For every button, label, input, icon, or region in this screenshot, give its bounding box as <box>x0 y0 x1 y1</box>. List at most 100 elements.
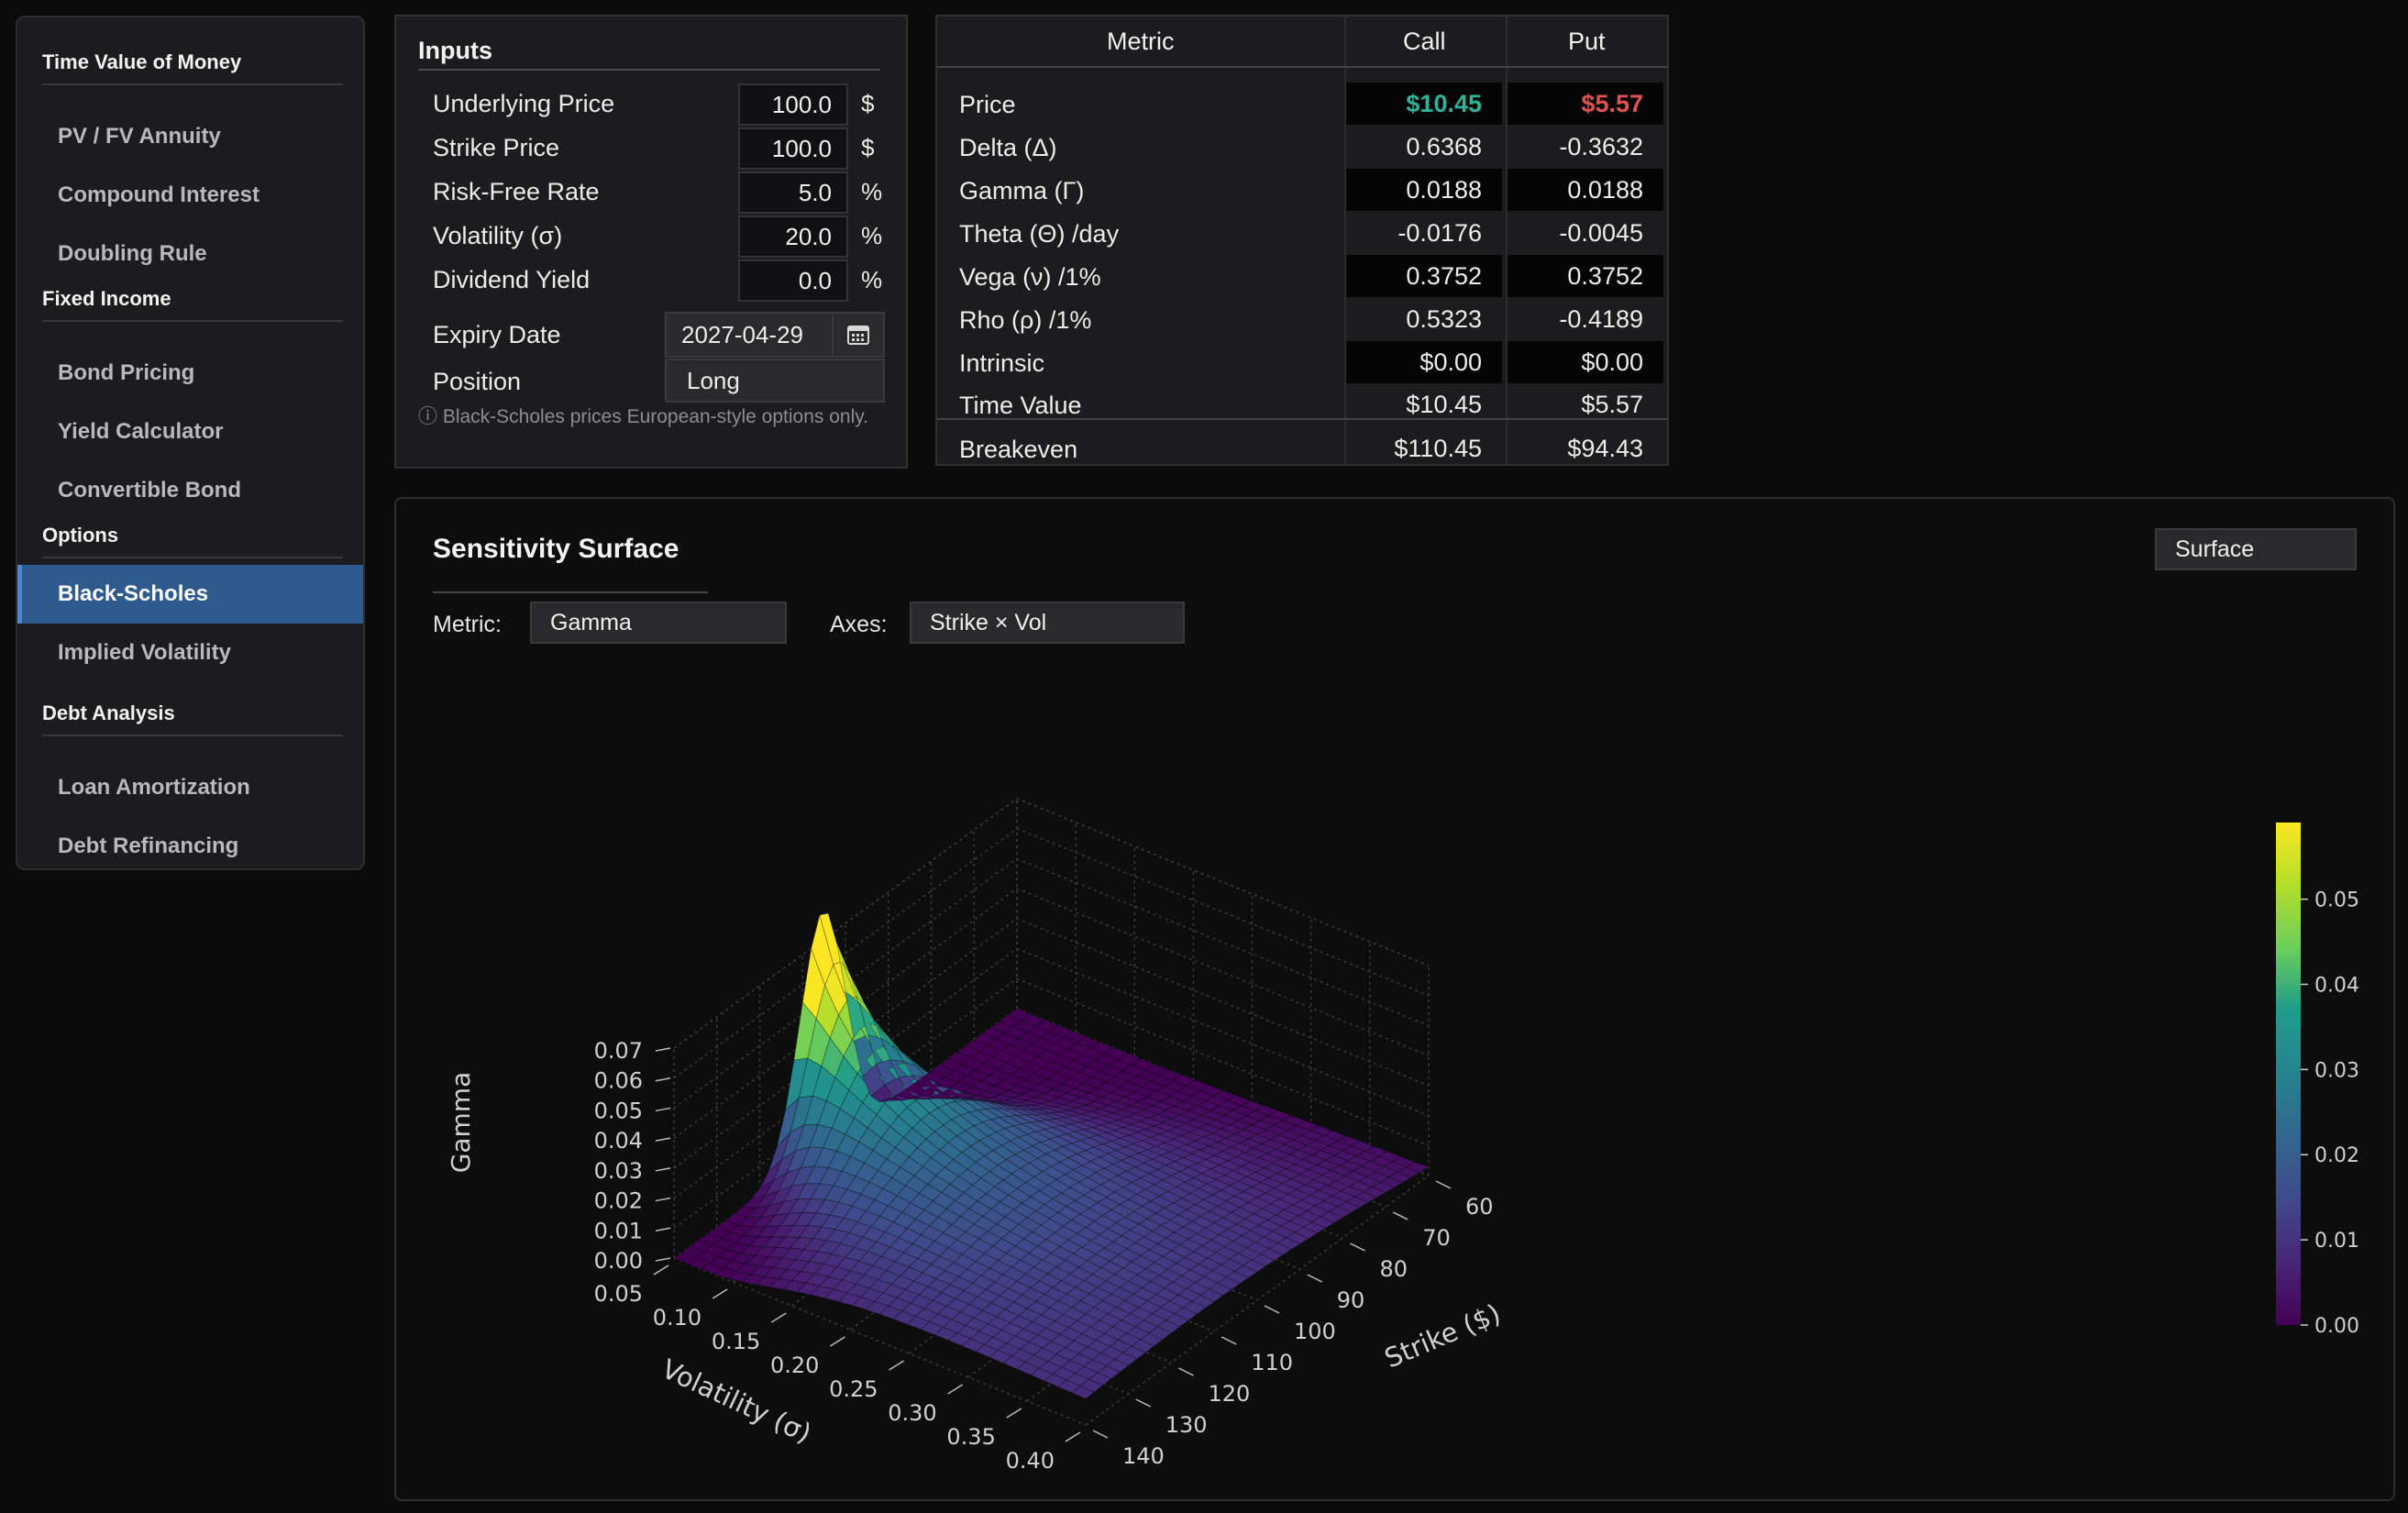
gamma-surface-chart: 0.00 0.01 0.02 0.03 0.04 0.05 0.06 0.07 0.05 0.10… <box>446 798 2359 1474</box>
surface-patch <box>1217 1276 1242 1290</box>
strike-tick <box>1264 1305 1280 1314</box>
position-label: Position <box>433 368 522 395</box>
vol-tick-label: 0.35 <box>946 1424 995 1450</box>
volatility-input[interactable]: 20.0 <box>738 215 848 258</box>
sidebar-item-implied-volatility[interactable]: Implied Volatility <box>58 640 231 665</box>
risk-free-rate-input[interactable]: 5.0 <box>738 171 848 214</box>
strike-tick-label: 140 <box>1122 1443 1165 1469</box>
colorbar <box>2276 823 2301 1325</box>
vol-tick <box>712 1288 728 1299</box>
strike-tick <box>1435 1180 1452 1189</box>
colorbar-tick-label: 0.05 <box>2314 889 2359 912</box>
strike-tick-label: 120 <box>1209 1381 1251 1407</box>
axes-select[interactable]: Strike × Vol <box>910 602 1185 644</box>
sidebar-item-doubling-rule[interactable]: Doubling Rule <box>58 241 207 266</box>
underlying-price-label: Underlying Price <box>433 90 615 117</box>
inputs-divider <box>418 69 880 71</box>
put-value: -0.3632 <box>1559 133 1643 160</box>
metric-label: Metric: <box>433 612 502 637</box>
calendar-icon[interactable] <box>832 314 883 356</box>
sidebar-item-yield-calculator[interactable]: Yield Calculator <box>58 419 224 444</box>
strike-tick <box>1092 1430 1109 1439</box>
z-tick-label: 0.02 <box>594 1188 643 1214</box>
surface-patch <box>1345 1196 1370 1209</box>
breakeven-divider <box>937 418 1667 420</box>
surface-patch <box>1174 1307 1198 1321</box>
underlying-price-input[interactable]: 100.0 <box>738 83 848 126</box>
call-value: $0.00 <box>1346 341 1502 383</box>
wall-grid-line <box>673 798 1430 1049</box>
put-value: -0.0045 <box>1559 219 1643 247</box>
metric-label: Price <box>959 91 1016 118</box>
vol-tick-label: 0.25 <box>829 1376 878 1402</box>
strike-tick-label: 70 <box>1422 1225 1451 1251</box>
colorbar-tick-label: 0.01 <box>2314 1230 2359 1253</box>
z-tick <box>655 1077 671 1082</box>
section-title-time-value: Time Value of Money <box>42 50 343 85</box>
wall-grid-line <box>673 888 1430 1139</box>
call-value: $10.45 <box>1346 83 1502 125</box>
inputs-panel: Inputs Underlying Price 100.0 $ Strike P… <box>394 15 908 469</box>
strike-tick <box>1350 1242 1365 1252</box>
metric-label: Gamma (Γ) <box>959 177 1085 204</box>
colorbar-tick-label: 0.03 <box>2314 1059 2359 1082</box>
surface-patch <box>1114 1352 1138 1366</box>
strike-tick-label: 90 <box>1337 1287 1365 1313</box>
vol-tick-label: 0.05 <box>594 1281 643 1307</box>
z-tick <box>655 1137 671 1142</box>
z-tick-label: 0.01 <box>594 1218 643 1243</box>
put-column-header: Put <box>1568 28 1606 55</box>
metric-label: Vega (ν) /1% <box>959 263 1101 291</box>
metric-label: Time Value <box>959 392 1082 419</box>
sidebar-item-black-scholes[interactable]: Black-Scholes <box>17 565 363 624</box>
surface-patch <box>1405 1161 1430 1173</box>
view-mode-select[interactable]: Surface <box>2155 528 2357 570</box>
european-options-note: ⓘ Black-Scholes prices European-style op… <box>418 406 869 427</box>
sidebar-item-convertible-bond[interactable]: Convertible Bond <box>58 478 242 502</box>
dividend-yield-unit: % <box>861 266 883 293</box>
surface-title-divider <box>433 591 708 593</box>
z-tick-label: 0.03 <box>594 1158 643 1184</box>
vol-tick-label: 0.15 <box>712 1329 760 1354</box>
sidebar-item-compound-interest[interactable]: Compound Interest <box>58 182 260 207</box>
column-divider <box>1506 17 1508 464</box>
surface-title: Sensitivity Surface <box>433 534 679 564</box>
vol-tick <box>947 1384 964 1395</box>
z-tick <box>655 1197 671 1202</box>
z-tick <box>655 1167 671 1172</box>
vol-tick <box>770 1312 787 1323</box>
colorbar-tick-label: 0.04 <box>2314 974 2359 997</box>
sidebar-item-debt-refinancing[interactable]: Debt Refinancing <box>58 834 239 858</box>
section-title-debt-analysis: Debt Analysis <box>42 701 343 736</box>
put-value: $5.57 <box>1508 83 1663 125</box>
metric-label: Delta (Δ) <box>959 134 1057 161</box>
vol-tick <box>1006 1408 1022 1419</box>
results-table: Metric Call Put Price $10.45 $5.57 Delta (Δ… <box>935 15 1669 466</box>
expiry-date-value: 2027-04-29 <box>681 321 803 348</box>
metric-label: Theta (Θ) /day <box>959 220 1120 248</box>
sidebar-item-loan-amortization[interactable]: Loan Amortization <box>58 775 250 800</box>
strike-price-input[interactable]: 100.0 <box>738 127 848 170</box>
risk-free-rate-unit: % <box>861 178 883 205</box>
strike-tick <box>1307 1274 1323 1283</box>
call-value: 0.6368 <box>1406 133 1482 160</box>
z-axis-label: Gamma <box>446 1072 476 1174</box>
strike-tick <box>1392 1211 1408 1220</box>
surface-patch <box>1208 1282 1232 1297</box>
sidebar-item-pv-fv-annuity[interactable]: PV / FV Annuity <box>58 124 221 149</box>
sidebar: Time Value of Money PV / FV Annuity Comp… <box>16 16 365 870</box>
surface-patch <box>1268 1242 1293 1255</box>
position-select[interactable]: Long <box>665 359 885 403</box>
z-tick <box>655 1107 671 1112</box>
expiry-date-input[interactable]: 2027-04-29 <box>665 312 885 358</box>
strike-price-label: Strike Price <box>433 134 560 161</box>
vol-tick-label: 0.30 <box>888 1400 936 1426</box>
strike-tick-label: 100 <box>1294 1319 1336 1344</box>
vol-tick <box>653 1265 669 1276</box>
metric-select[interactable]: Gamma <box>530 602 787 644</box>
volatility-unit: % <box>861 222 883 249</box>
strike-tick-label: 110 <box>1251 1350 1293 1375</box>
surface-patch <box>1156 1320 1181 1334</box>
sidebar-item-bond-pricing[interactable]: Bond Pricing <box>58 360 195 385</box>
dividend-yield-input[interactable]: 0.0 <box>738 260 848 302</box>
